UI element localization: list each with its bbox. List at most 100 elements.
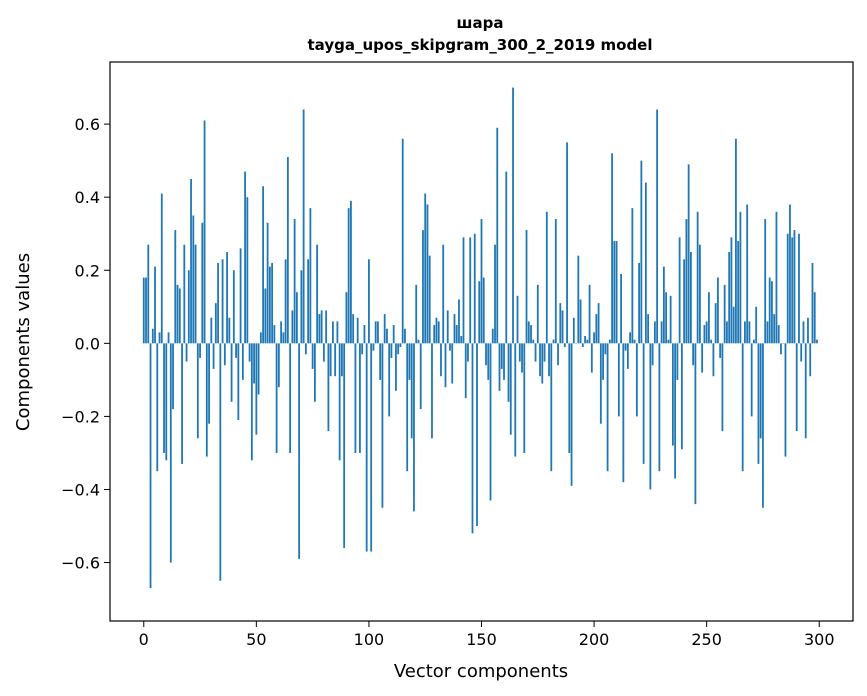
bar — [181, 343, 183, 464]
bar — [410, 343, 413, 439]
bar — [552, 339, 555, 344]
x-tick-label: 250 — [691, 630, 722, 649]
bar — [744, 321, 746, 344]
bar — [620, 273, 622, 344]
bar — [293, 219, 296, 344]
bar — [809, 343, 812, 377]
bar — [791, 237, 794, 344]
bar — [298, 343, 301, 559]
bar — [717, 277, 719, 344]
bar — [300, 270, 303, 344]
bar — [440, 343, 442, 377]
bar — [647, 314, 650, 344]
bar — [246, 197, 249, 344]
bar — [304, 343, 307, 355]
y-tick-label: −0.2 — [61, 407, 100, 426]
bar — [174, 230, 177, 344]
bar — [512, 87, 514, 344]
bar — [683, 259, 686, 344]
bar — [370, 343, 373, 552]
bar — [165, 343, 168, 461]
y-tick-label: 0.6 — [75, 115, 100, 134]
bar — [451, 343, 454, 384]
bar — [289, 343, 292, 453]
bar — [482, 277, 485, 344]
bar — [674, 343, 677, 479]
bar — [318, 314, 321, 344]
bar — [199, 343, 201, 358]
bar — [496, 127, 499, 344]
bar — [638, 262, 641, 344]
bar — [212, 343, 215, 369]
bar — [807, 317, 809, 344]
bar — [417, 339, 420, 344]
bar — [521, 343, 523, 373]
bar — [617, 343, 620, 417]
bar — [559, 303, 562, 344]
bar — [518, 343, 521, 362]
bar — [777, 325, 780, 344]
bar — [190, 178, 192, 344]
bar — [802, 321, 805, 344]
bar — [214, 303, 217, 344]
bar — [151, 328, 154, 344]
bar — [363, 325, 366, 344]
bar — [653, 321, 656, 344]
bar — [584, 336, 586, 344]
bar — [422, 230, 424, 344]
bar — [325, 310, 328, 344]
bar — [503, 343, 505, 380]
bars-group — [142, 87, 818, 589]
bar — [561, 310, 564, 344]
x-tick-label: 200 — [579, 630, 610, 649]
bar — [397, 343, 400, 355]
bar — [156, 343, 159, 472]
bar — [635, 343, 638, 417]
bar — [374, 321, 377, 344]
bar — [205, 343, 208, 457]
bar — [780, 343, 782, 355]
bar — [431, 343, 433, 439]
bar — [593, 332, 595, 344]
bar — [471, 343, 474, 534]
bar — [728, 251, 731, 344]
bar — [334, 343, 337, 377]
bar — [404, 328, 406, 344]
bar — [291, 310, 294, 344]
bar — [550, 343, 553, 472]
bar — [534, 343, 537, 362]
bar — [548, 343, 550, 377]
bar — [386, 328, 388, 344]
chart-subtitle: tayga_upos_skipgram_300_2_2019 model — [308, 36, 653, 54]
bar — [491, 328, 494, 344]
bar — [419, 343, 422, 410]
bar — [608, 339, 611, 344]
bar — [415, 284, 418, 344]
bar — [626, 343, 629, 369]
bar — [280, 321, 283, 344]
bar — [721, 343, 724, 432]
bar — [282, 332, 285, 344]
bar — [500, 343, 503, 369]
bar — [442, 244, 445, 344]
bar — [449, 343, 451, 351]
bar — [795, 343, 798, 432]
bar — [613, 241, 616, 344]
bar — [160, 193, 163, 344]
bar — [446, 310, 449, 344]
bar — [611, 153, 613, 344]
bar — [379, 343, 382, 380]
bar — [680, 343, 683, 450]
bar — [489, 343, 492, 501]
bar — [579, 299, 582, 344]
bar — [239, 248, 242, 344]
bar — [392, 325, 395, 344]
bar — [469, 237, 472, 344]
bar — [361, 343, 364, 355]
bar — [514, 343, 517, 457]
bar — [275, 343, 278, 453]
bar — [631, 208, 634, 344]
bar — [154, 266, 156, 344]
bar — [262, 186, 264, 344]
bar — [476, 343, 478, 527]
